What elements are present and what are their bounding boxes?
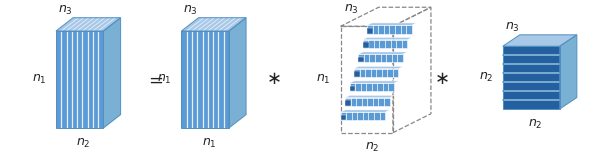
Text: $n_3$: $n_3$: [504, 21, 519, 34]
Polygon shape: [354, 71, 360, 77]
Text: $n_1$: $n_1$: [317, 73, 331, 86]
Polygon shape: [181, 18, 246, 31]
Polygon shape: [345, 95, 394, 98]
Text: $n_3$: $n_3$: [345, 3, 359, 16]
Text: $n_1$: $n_1$: [202, 136, 217, 150]
Polygon shape: [350, 86, 355, 91]
Polygon shape: [340, 110, 390, 112]
Text: $n_2$: $n_2$: [365, 141, 380, 154]
Polygon shape: [181, 31, 229, 128]
Text: $n_1$: $n_1$: [157, 73, 172, 86]
Polygon shape: [340, 112, 385, 120]
Polygon shape: [367, 25, 412, 34]
Polygon shape: [345, 100, 351, 106]
Text: $n_2$: $n_2$: [528, 117, 542, 131]
Polygon shape: [503, 35, 577, 46]
Polygon shape: [340, 115, 346, 120]
Polygon shape: [503, 46, 560, 109]
Polygon shape: [367, 23, 416, 25]
Text: $n_2$: $n_2$: [76, 136, 91, 150]
Polygon shape: [354, 66, 403, 69]
Polygon shape: [345, 98, 390, 106]
Text: $=$: $=$: [145, 71, 163, 88]
Polygon shape: [350, 83, 394, 91]
Polygon shape: [367, 28, 373, 34]
Polygon shape: [56, 31, 104, 128]
Polygon shape: [359, 52, 407, 54]
Polygon shape: [359, 54, 403, 63]
Text: $n_3$: $n_3$: [58, 4, 73, 17]
Polygon shape: [363, 37, 412, 40]
Polygon shape: [104, 18, 121, 128]
Polygon shape: [363, 40, 407, 48]
Polygon shape: [56, 18, 121, 31]
Polygon shape: [350, 81, 398, 83]
Text: $\ast$: $\ast$: [434, 71, 448, 88]
Polygon shape: [359, 57, 364, 63]
Text: $n_1$: $n_1$: [32, 73, 46, 86]
Text: $\ast$: $\ast$: [266, 71, 281, 88]
Text: $n_2$: $n_2$: [479, 71, 493, 84]
Polygon shape: [229, 18, 246, 128]
Text: $n_3$: $n_3$: [184, 4, 198, 17]
Polygon shape: [354, 69, 398, 77]
Polygon shape: [560, 35, 577, 109]
Polygon shape: [363, 42, 368, 48]
